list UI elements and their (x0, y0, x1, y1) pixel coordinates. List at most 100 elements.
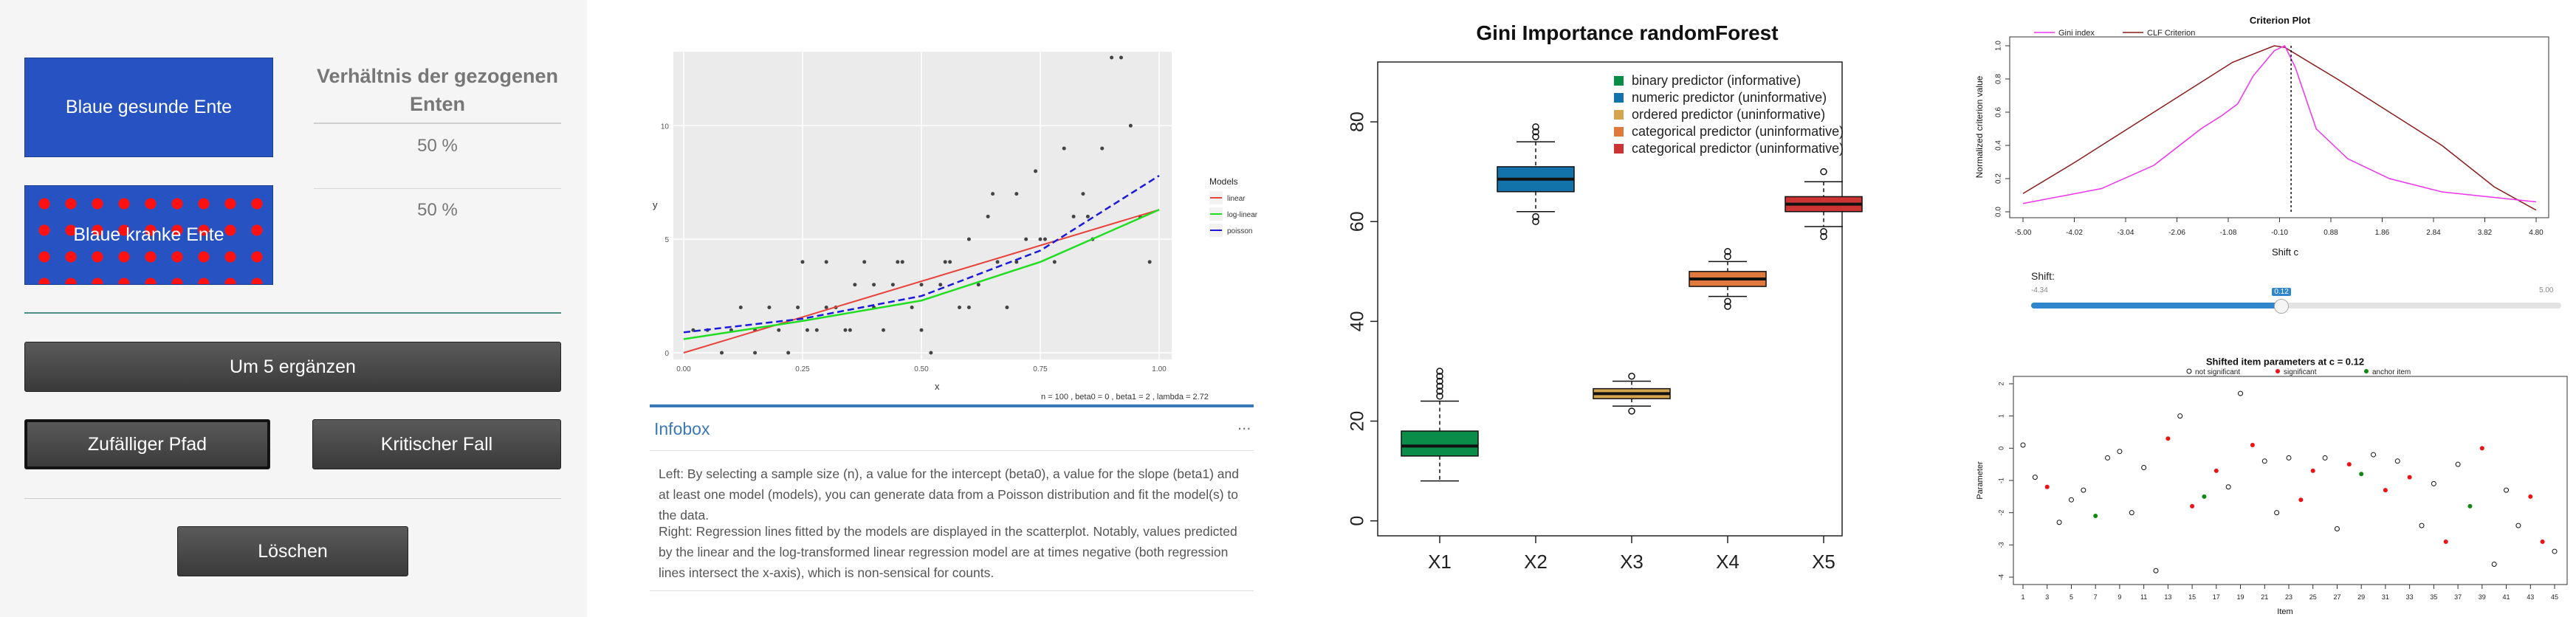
data-point (1024, 237, 1028, 241)
box-outlier (1436, 393, 1443, 400)
infobox-menu-icon[interactable]: ... (1237, 415, 1251, 433)
y-tick-label: 80 (1347, 111, 1368, 132)
item-point (2261, 458, 2267, 464)
y-tick-label: 0.4 (1995, 140, 2003, 151)
x-tick-label: 0.75 (1033, 365, 1048, 373)
data-point (881, 328, 885, 332)
y-tick-label: 0.0 (1995, 207, 2003, 217)
x-tick-label: 3.82 (2478, 229, 2493, 237)
data-point (986, 214, 990, 218)
data-point (896, 260, 900, 264)
x-tick-label: 45 (2551, 593, 2558, 601)
data-point (1081, 192, 1085, 196)
item-point (2286, 455, 2292, 461)
gini-boxplot: Gini Importance randomForest 0 20 40 60 80 X… (1347, 21, 1863, 573)
significant-item-point (2044, 484, 2050, 489)
data-point (995, 260, 1000, 264)
box-outlier (1532, 133, 1539, 141)
data-point (800, 260, 805, 264)
box-outlier (1820, 168, 1827, 176)
x-tick-label: X3 (1620, 551, 1644, 573)
anchor-item-point (2467, 503, 2473, 509)
infobox-bottom-border (650, 590, 1254, 591)
significant-item-point (2528, 494, 2533, 499)
item-point (2431, 480, 2436, 486)
data-point (1128, 123, 1133, 128)
x-tick-label: 41 (2503, 593, 2510, 601)
shift-slider-label: Shift: (2031, 270, 2055, 282)
x-tick-label: 0.25 (795, 365, 810, 373)
data-point (738, 305, 743, 309)
x-tick-label: -2.06 (2168, 229, 2185, 237)
data-point (991, 192, 995, 196)
add-five-button[interactable]: Um 5 ergänzen (24, 342, 561, 392)
data-point (1052, 260, 1057, 264)
data-point (796, 305, 800, 309)
shift-slider-handle[interactable] (2274, 299, 2290, 314)
data-point (1100, 146, 1105, 151)
x-tick-label: X5 (1812, 551, 1835, 573)
legend-swatch (1614, 144, 1624, 154)
legend-label: numeric predictor (uninformative) (1632, 90, 1827, 105)
sick-duck-button[interactable]: Blaue kranke Ente (24, 185, 273, 285)
random-path-button[interactable]: Zufälliger Pfad (24, 419, 270, 469)
data-point (824, 260, 828, 264)
y-tick-label: -4 (1997, 574, 2005, 580)
healthy-duck-button[interactable]: Blaue gesunde Ente (24, 58, 273, 157)
data-point (919, 328, 924, 332)
y-tick-label: 0 (1997, 447, 2005, 450)
box-outlier (1436, 387, 1443, 395)
x-tick-label: -5.00 (2015, 229, 2032, 237)
y-tick-label: 2 (1997, 382, 2005, 385)
item-point (2419, 523, 2425, 528)
regression-scatterplot: 0.00 0.25 0.50 0.75 1.00 0 5 10 x y Models lin… (653, 52, 1258, 401)
x-tick-label: 29 (2357, 593, 2365, 601)
item-point (2515, 523, 2521, 528)
plot-background (673, 52, 1172, 359)
x-tick-label: 1.00 (1152, 365, 1167, 373)
data-point (890, 283, 895, 287)
y-axis-label: y (653, 199, 658, 210)
significant-item-point (2383, 488, 2388, 493)
data-point (824, 305, 828, 309)
x-tick-label: 4.80 (2529, 229, 2544, 237)
data-point (805, 328, 809, 332)
data-point (1071, 214, 1076, 218)
plot-frame (1377, 61, 1843, 537)
data-point (1085, 214, 1090, 218)
legend-swatch (2186, 368, 2192, 374)
criterion-x-label: Shift c (2272, 247, 2299, 258)
x-tick-label: 13 (2164, 593, 2171, 601)
x-tick-label: -0.10 (2271, 229, 2288, 237)
y-tick-label: 40 (1347, 311, 1368, 332)
x-tick-label: 19 (2237, 593, 2244, 601)
x-tick-label: 0.88 (2323, 229, 2338, 237)
y-tick-label: 0 (664, 350, 669, 358)
data-point (919, 283, 924, 287)
item-plot-frame (2013, 376, 2568, 585)
data-point (753, 351, 758, 355)
data-point (862, 260, 867, 264)
y-tick-label: 60 (1347, 211, 1368, 232)
significant-item-point (2190, 503, 2195, 509)
legend-label: ordered predictor (uninformative) (1632, 107, 1825, 122)
legend-label: Gini index (2058, 29, 2095, 38)
data-point (1147, 260, 1152, 264)
box-outlier (1532, 213, 1539, 221)
poisson-regression-panel: 0.00 0.25 0.50 0.75 1.00 0 5 10 x y Models lin… (632, 0, 1271, 617)
ratio-healthy-value: 50 % (417, 136, 458, 156)
box-outlier (1628, 372, 1635, 380)
x-tick-label: 31 (2382, 593, 2389, 601)
delete-button[interactable]: Löschen (177, 526, 408, 576)
box-outlier (1820, 232, 1827, 241)
infobox-right-text: Right: Regression lines fitted by the mo… (659, 524, 1237, 580)
poisson-fit-line (683, 174, 1160, 334)
legend-label: categorical predictor (uninformative) (1632, 141, 1844, 156)
infobox-divider (650, 450, 1254, 451)
x-tick-label: 25 (2309, 593, 2317, 601)
critical-case-button[interactable]: Kritischer Fall (312, 419, 561, 469)
item-point (2238, 390, 2244, 396)
box-outlier (1532, 123, 1539, 131)
box-outlier (1724, 297, 1731, 306)
shift-slider-track[interactable] (2031, 303, 2561, 308)
